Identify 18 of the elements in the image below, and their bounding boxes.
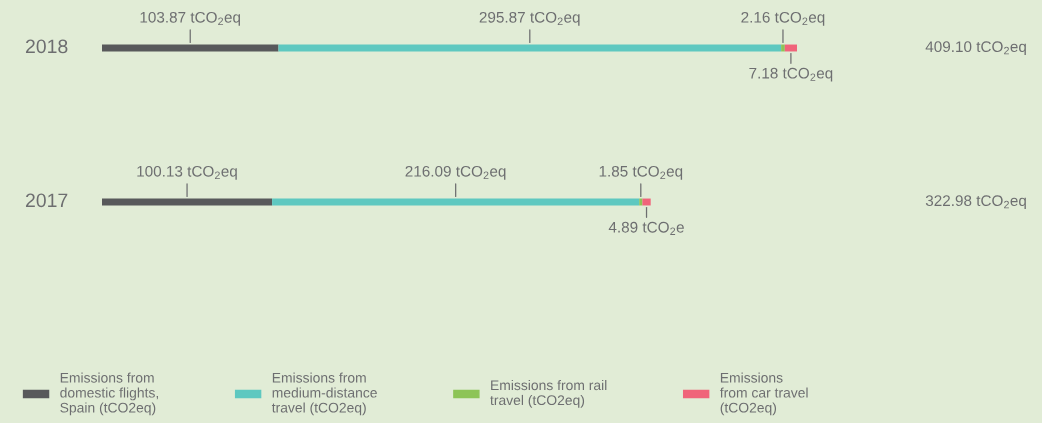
data-label: 295.87 tCO$_{2}$eq [479, 11, 580, 26]
bar [642, 198, 651, 206]
bar [781, 44, 785, 52]
data-label: 103.87 tCO$_{2}$eq [140, 11, 240, 26]
data-label: 216.09 tCO$_{2}$eq [405, 165, 506, 180]
text: 409.10 tCO$_{2}$eq [925, 41, 1026, 56]
text: 322.98 tCO$_{2}$eq [925, 195, 1026, 210]
legend-label: Emissions from medium-distance travel (tCO2eq) [271, 372, 377, 416]
legend-label: Emissions from car travel (tCO2eq) [719, 372, 808, 416]
y-tick-label: 2017 [25, 193, 68, 208]
data-label: 1.85 tCO$_{2}$eq [599, 165, 683, 180]
legend-label: Emissions from rail travel (tCO2eq) [490, 379, 607, 408]
data-label: 4.89 tCO$_{2}$e [608, 221, 684, 235]
data-label: 2.16 tCO$_{2}$eq [741, 11, 825, 26]
data-label: 7.18 tCO$_{2}$eq [749, 67, 833, 82]
legend-label: Emissions from domestic flights, Spain (tCO2eq) [60, 372, 158, 416]
data-label: 100.13 tCO$_{2}$eq [137, 165, 237, 180]
y-tick-label: 2018 [25, 39, 68, 54]
